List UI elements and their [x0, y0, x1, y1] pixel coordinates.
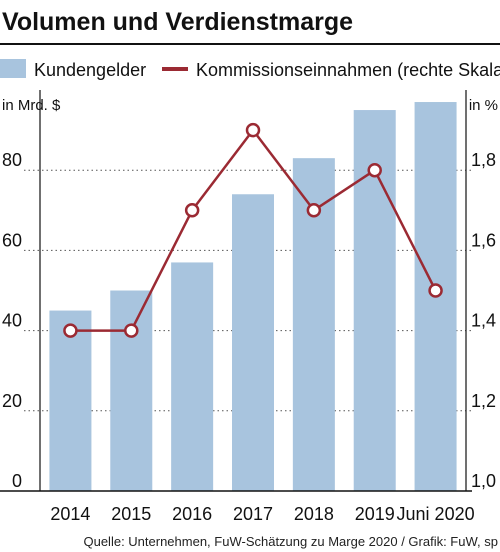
x-tick-label: 2016	[172, 504, 212, 524]
line-point-2015	[124, 323, 139, 338]
left-tick-label: 0	[12, 471, 22, 491]
line-point-2019	[367, 162, 382, 178]
right-tick-labels: 1,0 1,2 1,4 1,6 1,8	[471, 150, 496, 491]
right-tick-label: 1,0	[471, 471, 496, 491]
right-tick-label: 1,2	[471, 391, 496, 411]
right-tick-label: 1,4	[471, 311, 496, 331]
line-point-2018	[306, 203, 322, 218]
legend: Kundengelder Kommissionseinnahmen (recht…	[0, 59, 500, 80]
x-tick-label: 2019	[355, 504, 395, 524]
right-tick-label: 1,6	[471, 230, 496, 250]
x-tick-label: 2018	[294, 504, 334, 524]
legend-label-kundengelder: Kundengelder	[34, 60, 146, 80]
line-point-2016	[184, 203, 200, 218]
x-tick-label: 2015	[111, 504, 151, 524]
left-axis-unit-label: in Mrd. $	[2, 97, 61, 114]
line-point-juni-2020	[428, 283, 443, 298]
left-tick-label: 40	[2, 311, 22, 331]
bars	[49, 102, 457, 492]
source-note: Quelle: Unternehmen, FuW-Schätzung zu Ma…	[83, 534, 498, 549]
left-tick-label: 80	[2, 150, 22, 170]
right-axis-unit-label: in %	[469, 97, 498, 114]
line-series	[63, 122, 443, 338]
left-tick-label: 20	[2, 391, 22, 411]
chart-title: Volumen und Verdienstmarge	[2, 8, 353, 36]
x-tick-labels: 2014 2015 2016 2017 2018 2019 Juni 2020	[50, 504, 474, 524]
bar-2014	[49, 310, 92, 491]
bar-2015	[110, 290, 153, 491]
line-point-2017	[245, 122, 261, 138]
bar-2017	[232, 194, 274, 491]
left-tick-label: 60	[2, 230, 22, 250]
line-point-2014	[63, 323, 78, 338]
left-tick-labels: 0 20 40 60 80	[2, 150, 22, 491]
legend-label-kommissionseinnahmen: Kommissionseinnahmen (rechte Skala)	[196, 60, 500, 80]
legend-swatch-kundengelder	[0, 59, 26, 78]
axes	[0, 90, 472, 492]
x-tick-label: 2014	[50, 504, 90, 524]
x-tick-label: Juni 2020	[397, 504, 475, 524]
x-tick-label: 2017	[233, 504, 273, 524]
bar-2016	[171, 262, 214, 491]
right-tick-label: 1,8	[471, 150, 496, 170]
